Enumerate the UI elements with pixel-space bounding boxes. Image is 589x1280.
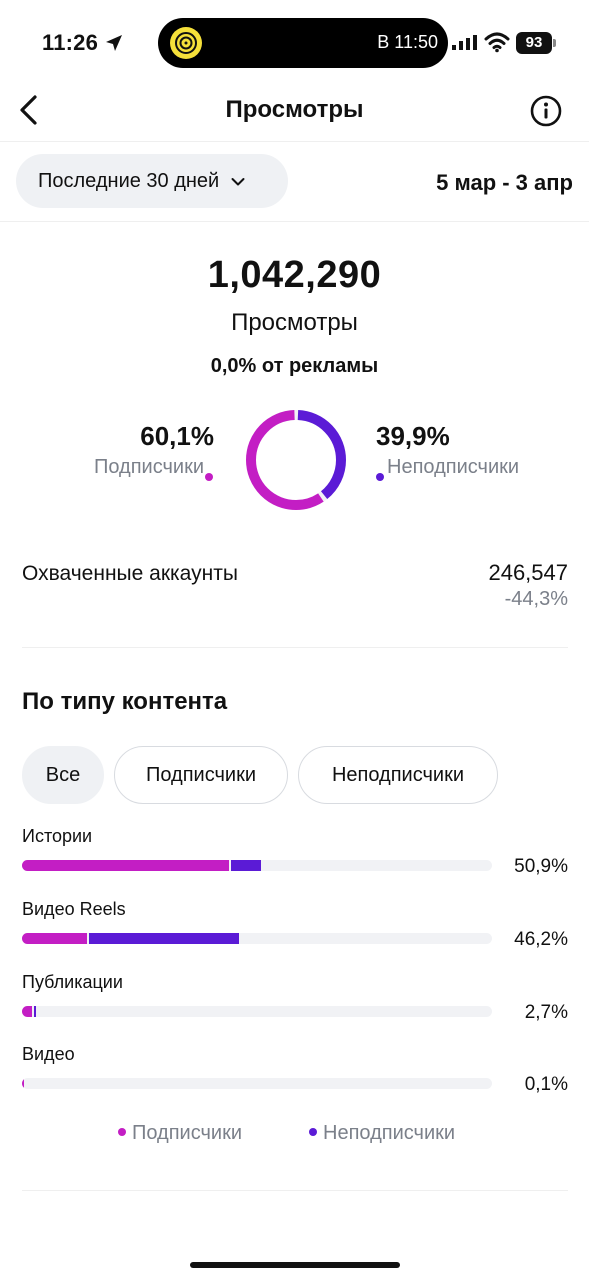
bar-legend: Подписчики Неподписчики [0, 1122, 589, 1152]
date-range-row: Последние 30 дней 5 мар - 3 апр [0, 142, 589, 222]
bar-segment-nonfollowers [230, 860, 262, 871]
info-icon[interactable] [529, 94, 563, 128]
status-bar: 11:26 В 11:50 93 [0, 0, 589, 80]
home-indicator[interactable] [190, 1262, 400, 1268]
bar-segment-nonfollowers [34, 1006, 37, 1017]
total-views-label: Просмотры [231, 309, 358, 336]
app-activity-icon [170, 27, 202, 59]
wifi-icon [484, 32, 510, 53]
followers-label: Подписчики [94, 456, 205, 478]
battery-icon: 93 [516, 32, 556, 54]
legend-item-followers: Подписчики [118, 1122, 242, 1145]
bar-segment-followers [22, 860, 229, 871]
content-row-bar [22, 933, 492, 944]
battery-level: 93 [516, 32, 552, 54]
legend-dot-followers [118, 1127, 126, 1136]
bar-segment-nonfollowers [88, 933, 240, 944]
period-selector-label: Последние 30 дней [38, 170, 220, 192]
location-arrow-icon [106, 35, 122, 51]
accounts-reached-change: -44,3% [504, 588, 568, 610]
back-chevron-icon[interactable] [14, 92, 44, 128]
followers-percent: 60,1% [140, 421, 214, 451]
content-row-posts[interactable]: Публикации 2,7% [22, 972, 568, 1032]
audience-donut-chart [244, 408, 348, 512]
total-views-value: 1,042,290 [207, 254, 382, 296]
legend-label-nonfollowers: Неподписчики [323, 1122, 456, 1144]
dynamic-island[interactable]: В 11:50 [158, 18, 448, 68]
nonfollowers-label: Неподписчики [387, 456, 520, 478]
content-row-stories[interactable]: Истории 50,9% [22, 826, 568, 886]
bar-segment-followers [22, 1006, 33, 1017]
content-row-bar [22, 860, 492, 871]
content-row-bar [22, 1006, 492, 1017]
ads-share-label: 0,0% от рекламы [210, 355, 379, 377]
content-type-title: По типу контента [22, 688, 228, 715]
bar-segment-followers [22, 1078, 24, 1089]
accounts-reached-label: Охваченные аккаунты [22, 562, 238, 585]
legend-dot-nonfollowers [309, 1127, 317, 1136]
island-time-text: В 11:50 [377, 32, 438, 52]
status-time: 11:26 [42, 30, 99, 55]
content-row-percent: 2,7% [524, 1002, 568, 1023]
nav-bar: Просмотры [0, 80, 589, 142]
donut-segment-followers [246, 410, 346, 510]
page-title: Просмотры [225, 96, 364, 123]
period-selector[interactable]: Последние 30 дней [16, 154, 288, 208]
accounts-reached-row[interactable]: Охваченные аккаунты 246,547 -44,3% [22, 558, 568, 648]
chip-all[interactable]: Все [22, 746, 104, 804]
content-row-label: Видео Reels [22, 899, 126, 919]
content-row-percent: 0,1% [524, 1074, 568, 1095]
content-row-percent: 50,9% [514, 856, 568, 877]
content-row-reels[interactable]: Видео Reels 46,2% [22, 899, 568, 959]
content-row-videos[interactable]: Видео 0,1% [22, 1044, 568, 1104]
accounts-reached-value: 246,547 [488, 560, 568, 585]
legend-item-nonfollowers: Неподписчики [309, 1122, 455, 1145]
followers-legend-dot [205, 473, 213, 481]
audience-filter-chips: Все Подписчики Неподписчики [22, 746, 582, 806]
chevron-down-icon [231, 178, 245, 186]
chip-nonfollowers[interactable]: Неподписчики [298, 746, 498, 804]
content-row-percent: 46,2% [514, 929, 568, 950]
date-range-text: 5 мар - 3 апр [436, 170, 573, 195]
legend-label-followers: Подписчики [132, 1122, 243, 1144]
bar-segment-followers [22, 933, 87, 944]
chip-followers[interactable]: Подписчики [114, 746, 288, 804]
donut-segment-nonfollowers [246, 410, 346, 510]
content-row-label: Видео [22, 1044, 75, 1064]
content-row-label: Истории [22, 826, 93, 846]
cellular-signal-icon [452, 35, 477, 50]
section-divider [22, 1190, 568, 1191]
content-row-label: Публикации [22, 972, 123, 992]
nonfollowers-percent: 39,9% [376, 421, 450, 451]
content-row-bar [22, 1078, 492, 1089]
nonfollowers-legend-dot [376, 473, 384, 481]
